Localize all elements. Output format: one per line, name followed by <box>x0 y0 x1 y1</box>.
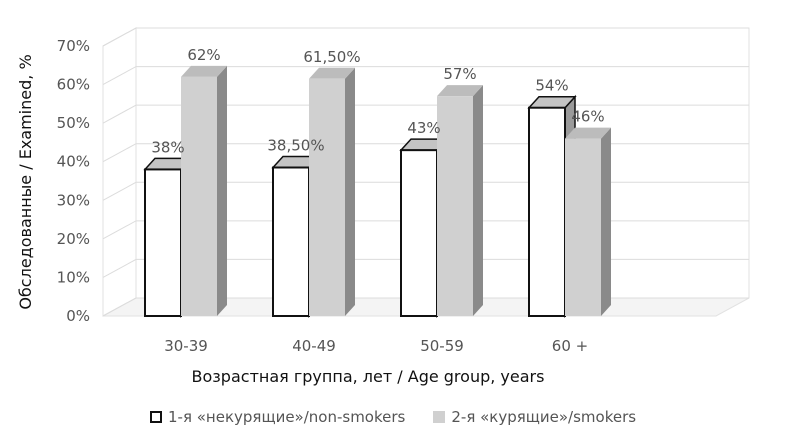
bar-top <box>437 85 483 97</box>
gridline <box>102 27 749 47</box>
bar-2-3 <box>437 85 483 317</box>
data-labels: 38% 62% 38,50% 61,50% 43% 57% 54%46% <box>151 46 604 157</box>
bar-top <box>565 127 611 139</box>
y-tick-label: 50% <box>57 114 90 132</box>
bar-front <box>181 76 217 316</box>
bar-top <box>309 67 355 79</box>
legend-label-smokers: 2-я «курящие»/smokers <box>451 408 637 426</box>
data-label-2-3: 57% <box>443 65 476 83</box>
bar-front <box>309 78 345 317</box>
y-axis-ticks: 0% 10% 20% 30% 40% 50% 60% 70% <box>57 37 90 325</box>
legend-item-non-smokers: 1-я «некурящие»/non-smokers <box>150 408 405 426</box>
data-label-1-2: 38,50% <box>267 137 324 155</box>
bar-front <box>400 149 438 317</box>
bars <box>143 65 611 318</box>
y-tick-label: 20% <box>57 230 90 248</box>
legend: 1-я «некурящие»/non-smokers 2-я «курящие… <box>150 404 710 430</box>
gridline <box>102 66 749 86</box>
legend-item-smokers: 2-я «курящие»/smokers <box>433 408 636 426</box>
data-label-1-3: 43% <box>407 119 440 137</box>
data-label-2-4: 46% <box>571 108 604 126</box>
y-tick-label: 10% <box>57 268 90 286</box>
data-label-2-2: 61,50% <box>303 48 360 66</box>
x-tick-label: 30-39 <box>164 337 208 355</box>
legend-label-non-smokers: 1-я «некурящие»/non-smokers <box>168 408 406 426</box>
x-axis-ticks: 30-39 40-49 50-59 60 + <box>164 337 588 355</box>
bar-front <box>565 138 601 316</box>
y-axis-title: Обследованные / Examined, % <box>16 54 35 309</box>
bar-front <box>437 96 473 317</box>
bar-side <box>345 67 355 317</box>
x-axis-title: Возрастная группа, лет / Age group, year… <box>192 367 545 386</box>
data-label-1-4: 54% <box>535 77 568 95</box>
y-tick-label: 40% <box>57 153 90 171</box>
y-tick-label: 70% <box>57 37 90 55</box>
x-tick-label: 50-59 <box>420 337 464 355</box>
bar-front <box>144 168 182 317</box>
y-tick-label: 60% <box>57 76 90 94</box>
legend-swatch-non-smokers <box>150 411 162 423</box>
bar-front <box>272 166 310 317</box>
y-tick-label: 0% <box>66 307 90 325</box>
data-label-2-1: 62% <box>187 46 220 64</box>
bar-2-4 <box>565 127 611 316</box>
bar-side <box>217 65 227 316</box>
x-tick-label: 40-49 <box>292 337 336 355</box>
bar-2-1 <box>181 65 227 316</box>
legend-swatch-smokers <box>433 411 446 423</box>
bar-side <box>601 127 611 316</box>
bar-2-2 <box>309 67 355 317</box>
bar-side <box>473 85 483 317</box>
x-tick-label: 60 + <box>552 337 588 355</box>
side-wall <box>102 27 137 317</box>
bar-top <box>181 65 227 77</box>
data-label-1-1: 38% <box>151 138 184 156</box>
bar-chart: 0% 10% 20% 30% 40% 50% 60% 70% 38% 62% 38,50% 61,5… <box>16 27 750 386</box>
y-tick-label: 30% <box>57 191 90 209</box>
bar-front <box>528 106 566 318</box>
